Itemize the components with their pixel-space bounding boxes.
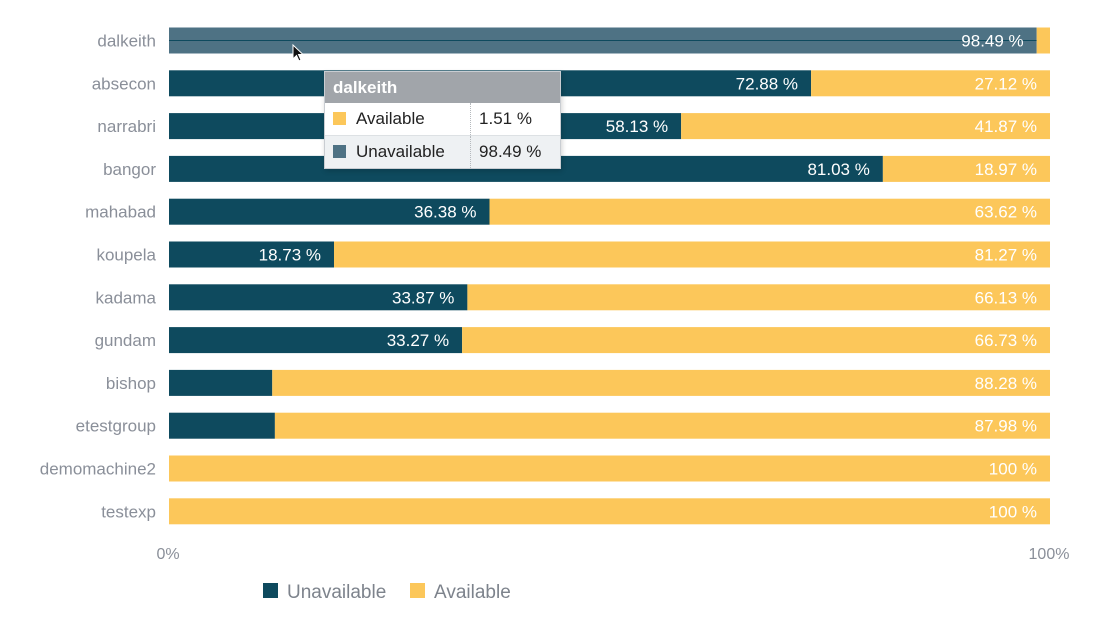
value-label-available: 88.28 %	[975, 374, 1037, 393]
tooltip-table: Available 1.51 % Unavailable 98.49 %	[325, 103, 560, 168]
tooltip-row-name: Unavailable	[356, 142, 445, 161]
category-label: kadama	[96, 288, 157, 307]
value-label-available: 18.97 %	[975, 160, 1037, 179]
bar-available-bangor[interactable]	[882, 155, 1050, 182]
category-label: testexp	[101, 502, 156, 521]
category-label: mahabad	[85, 203, 156, 222]
bar-available-gundam[interactable]	[462, 327, 1050, 354]
value-label-unavailable: 33.87 %	[392, 288, 454, 307]
value-label-available: 81.27 %	[975, 246, 1037, 265]
bar-available-absecon[interactable]	[811, 70, 1050, 97]
value-label-available: 87.98 %	[975, 417, 1037, 436]
bar-unavailable-kadama[interactable]	[169, 284, 468, 311]
value-label-available: 41.87 %	[975, 117, 1037, 136]
category-labels: dalkeith absecon narrabri bangor mahabad koup…	[40, 32, 157, 522]
bar-available-dalkeith[interactable]	[1036, 27, 1050, 54]
bar-unavailable-bishop[interactable]	[169, 369, 273, 396]
tooltip-swatch-unavailable	[333, 145, 346, 158]
tooltip-row-available: Available 1.51 %	[325, 103, 560, 136]
tooltip-swatch-available	[333, 112, 346, 125]
bar-available-kadama[interactable]	[467, 284, 1050, 311]
tooltip-row-value: 98.49 %	[470, 135, 560, 168]
tooltip-title: dalkeith	[325, 72, 560, 103]
bar-available-demomachine2[interactable]	[169, 455, 1050, 482]
legend-swatch-available	[410, 583, 425, 598]
legend-label-unavailable: Unavailable	[287, 582, 386, 603]
x-tick-label: 100%	[1029, 546, 1070, 563]
bar-unavailable-koupela[interactable]	[169, 241, 335, 268]
value-label-available: 100 %	[989, 502, 1037, 521]
value-label-unavailable: 72.88 %	[736, 74, 798, 93]
bar-unavailable-gundam[interactable]	[169, 327, 463, 354]
x-tick-label: 0%	[156, 546, 179, 563]
value-label-unavailable: 58.13 %	[606, 117, 668, 136]
bar-available-koupela[interactable]	[334, 241, 1050, 268]
legend-swatch-unavailable	[263, 583, 278, 598]
value-label-unavailable: 98.49 %	[961, 32, 1023, 51]
value-label-available: 63.62 %	[975, 203, 1037, 222]
legend-label-available: Available	[434, 582, 511, 603]
bars-group	[169, 27, 1051, 525]
tooltip-row-name: Available	[356, 109, 425, 128]
category-label: bangor	[103, 160, 156, 179]
bar-available-mahabad[interactable]	[489, 198, 1050, 225]
bar-unavailable-mahabad[interactable]	[169, 198, 490, 225]
bar-available-etestgroup[interactable]	[274, 412, 1050, 439]
value-labels: 98.49 % 72.88 % 27.12 % 58.13 % 41.87 % 81.03…	[259, 32, 1037, 522]
value-label-unavailable: 81.03 %	[807, 160, 869, 179]
mouse-pointer-icon	[292, 44, 305, 62]
bar-unavailable-etestgroup[interactable]	[169, 412, 275, 439]
bar-available-bishop[interactable]	[272, 369, 1051, 396]
category-label: etestgroup	[76, 417, 156, 436]
legend-item-unavailable[interactable]: Unavailable	[263, 582, 386, 603]
category-label: dalkeith	[97, 32, 156, 51]
tooltip-row-unavailable: Unavailable 98.49 %	[325, 135, 560, 168]
category-label: absecon	[92, 74, 156, 93]
value-label-available: 66.13 %	[975, 288, 1037, 307]
legend-item-available[interactable]: Available	[410, 582, 511, 603]
category-label: narrabri	[97, 117, 156, 136]
value-label-available: 100 %	[989, 460, 1037, 479]
legend: Unavailable Available	[263, 582, 511, 603]
value-label-unavailable: 36.38 %	[414, 203, 476, 222]
value-label-available: 66.73 %	[975, 331, 1037, 350]
category-label: bishop	[106, 374, 156, 393]
value-label-available: 27.12 %	[975, 74, 1037, 93]
tooltip: dalkeith Available 1.51 % Unavailable 98…	[324, 71, 561, 169]
tooltip-row-value: 1.51 %	[470, 103, 560, 136]
bar-available-testexp[interactable]	[169, 498, 1050, 525]
value-label-unavailable: 18.73 %	[259, 246, 321, 265]
value-label-unavailable: 33.27 %	[387, 331, 449, 350]
category-label: koupela	[96, 246, 156, 265]
bar-available-narrabri[interactable]	[681, 113, 1050, 140]
category-label: demomachine2	[40, 460, 156, 479]
category-label: gundam	[95, 331, 156, 350]
